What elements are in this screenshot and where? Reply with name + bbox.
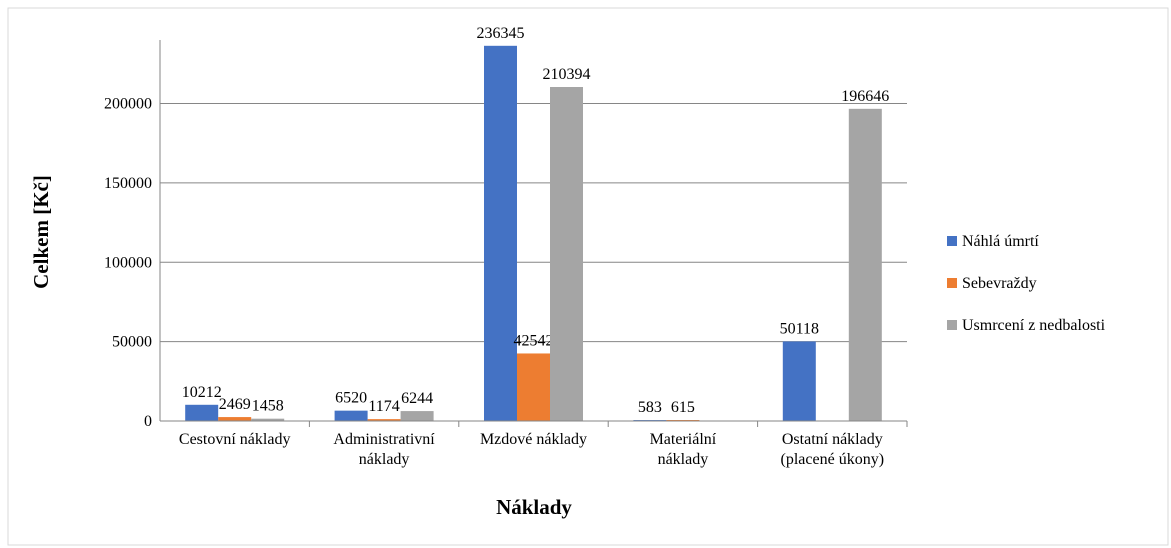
data-label: 2469: [219, 396, 251, 413]
data-label: 50118: [780, 320, 819, 337]
bar: [400, 411, 434, 421]
data-label: 1174: [368, 398, 399, 415]
y-tick-label: 150000: [104, 175, 152, 192]
bar: [550, 86, 583, 422]
data-label: 196646: [841, 88, 889, 105]
chart-frame: [7, 7, 1169, 546]
x-tick-label: Materiální náklady: [649, 431, 717, 468]
bar: [782, 341, 816, 421]
bar: [334, 410, 368, 421]
bar: [251, 418, 285, 421]
legend-label: Usmrcení z nedbalosti: [962, 317, 1106, 334]
legend-swatch: [947, 236, 957, 246]
data-label: 6244: [401, 390, 433, 407]
data-label: 42542: [514, 332, 554, 349]
bar: [484, 45, 517, 422]
bar: [848, 108, 882, 422]
x-tick-label: Administrativní náklady: [333, 431, 435, 468]
bar: [185, 404, 219, 421]
data-label: 615: [671, 399, 695, 416]
y-tick-label: 200000: [104, 96, 152, 113]
bar: [517, 353, 550, 421]
x-tick-label: Mzdové náklady: [479, 431, 588, 448]
data-label: 210394: [543, 66, 591, 83]
x-tick-label: Cestovní náklady: [178, 431, 291, 448]
bar: [367, 419, 401, 421]
x-axis-title: Náklady: [496, 495, 572, 519]
data-label: 1458: [252, 398, 284, 415]
data-label: 10212: [182, 384, 222, 401]
data-label: 583: [638, 399, 662, 416]
data-label: 236345: [477, 25, 525, 42]
data-label: 6520: [335, 390, 367, 407]
y-tick-label: 100000: [104, 254, 152, 271]
y-axis-title: Celkem [Kč]: [29, 175, 53, 289]
legend-swatch: [947, 278, 957, 288]
legend-swatch: [947, 320, 957, 330]
legend-label: Náhlá úmrtí: [962, 233, 1039, 250]
x-tick-label: Ostatní náklady (placené úkony): [780, 431, 885, 468]
bar: [218, 417, 252, 421]
y-tick-label: 50000: [112, 334, 152, 351]
y-tick-label: 0: [144, 413, 152, 430]
legend-label: Sebevraždy: [962, 275, 1037, 292]
